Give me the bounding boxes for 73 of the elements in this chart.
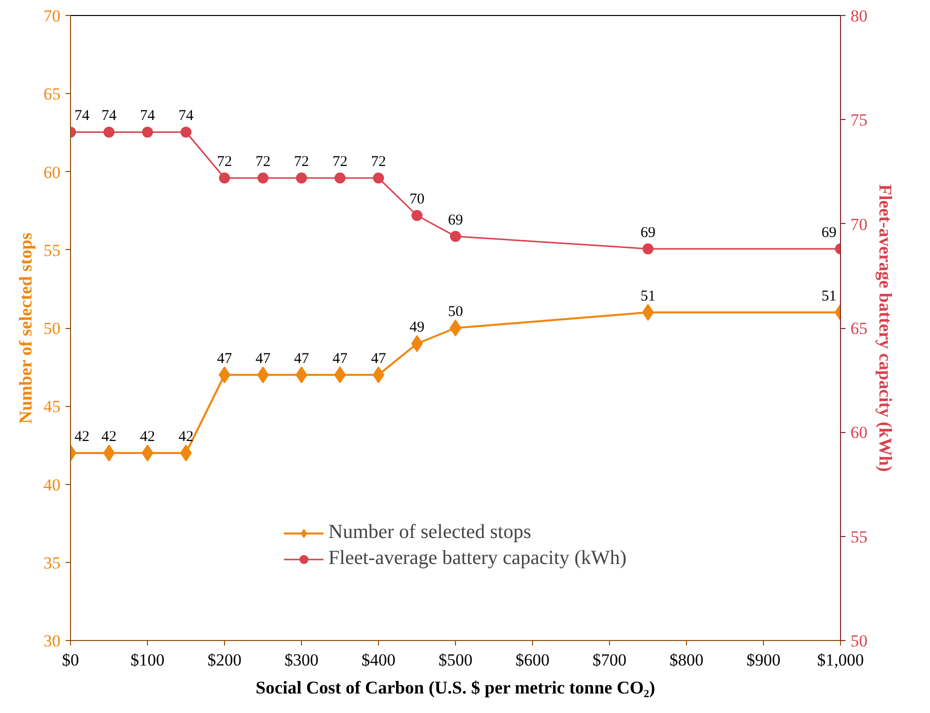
y-tick-label: 30 [44,632,60,650]
y-tick-label: 50 [44,319,60,338]
point [258,172,268,184]
point [450,320,462,336]
data-label: 42 [140,429,155,445]
data-label: 47 [256,350,271,367]
data-label: 50 [448,304,463,320]
point [642,243,654,254]
legend-label: Fleet-average battery capacity (kWh) [328,547,627,570]
y-tick-label: 60 [44,162,60,182]
x-tick-label: $200 [208,650,242,670]
y-tick-label: 70 [44,6,60,26]
data-label: 72 [371,154,386,170]
point [450,230,461,242]
point [373,172,384,184]
x-tick-label: $0 [62,650,79,670]
data-label: 74 [74,108,90,124]
data-label: 51 [822,288,836,304]
data-label: 69 [640,224,656,241]
y2-axis-title: Fleet-average battery capacity (kWh) [876,184,896,472]
x-tick-label: $400 [362,650,396,670]
data-label: 42 [102,429,116,445]
y2-tick-label: 50 [850,632,868,650]
data-label: 74 [178,108,194,124]
x-axis-title: Social Cost of Carbon (U.S. $ per metric tonne CO₂) [256,678,656,698]
data-label: 51 [640,288,656,304]
y2-tick-label: 55 [850,527,868,546]
data-label: 69 [448,212,463,228]
x-tick-label: $100 [130,650,164,670]
y2-tick-label: 75 [850,110,868,130]
data-label: 69 [822,224,836,241]
x-tick-label: $800 [670,650,704,670]
data-label: 70 [410,192,424,208]
point [412,210,422,221]
data-label: 42 [178,429,194,445]
data-label: 72 [217,154,232,170]
y2-tick-label: 80 [850,6,868,26]
x-tick-label: $500 [438,650,472,670]
x-tick-label: $1,000 [817,650,864,670]
data-label: 74 [140,108,156,124]
y2-tick-label: 70 [850,214,868,234]
legend-label: Number of selected stops [328,521,532,544]
y-tick-label: 55 [44,240,60,260]
x-tick-label: $600 [516,650,550,670]
data-label: 47 [217,350,232,367]
point [180,444,192,462]
point [142,126,153,138]
data-label: 49 [410,320,424,336]
point [219,172,230,184]
x-tick-label: $900 [746,650,780,670]
point [180,126,192,138]
x-tick-label: $700 [592,650,626,670]
data-label: 72 [332,154,348,170]
data-label: 47 [332,350,348,367]
data-label: 72 [256,154,270,170]
point [296,172,307,184]
point [104,126,114,138]
x-tick-label: $300 [284,650,318,670]
y-tick-label: 40 [44,475,60,494]
data-label: 74 [102,108,117,124]
data-label: 47 [371,350,386,367]
y2-tick-label: 60 [850,423,868,442]
point [103,444,115,462]
data-label: 47 [294,350,310,367]
point [142,444,154,462]
y-tick-label: 45 [44,397,60,416]
data-label: 42 [74,429,90,445]
point [334,172,346,184]
y2-tick-label: 65 [850,319,868,338]
y-tick-label: 35 [44,553,60,572]
y-tick-label: 65 [44,84,60,104]
data-label: 72 [294,154,309,170]
y-axis-title: Number of selected stops [16,232,36,424]
